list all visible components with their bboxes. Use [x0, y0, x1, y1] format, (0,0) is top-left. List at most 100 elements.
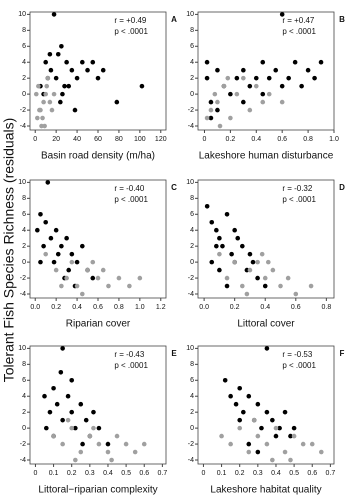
point — [66, 267, 72, 273]
x-tick-label: 0.4 — [251, 136, 261, 143]
y-axis-label: Tolerant Fish Species Richness (residual… — [1, 118, 17, 383]
y-tick-label: 2 — [190, 75, 194, 82]
point — [279, 99, 285, 105]
y-tick-label: 8 — [22, 361, 26, 368]
point — [47, 409, 53, 415]
point — [299, 83, 304, 89]
x-tick-label: 0.8 — [303, 136, 313, 143]
point — [286, 75, 291, 81]
x-tick-label: 0.4 — [271, 470, 281, 477]
y-tick-label: 4 — [190, 393, 194, 400]
point — [60, 346, 65, 351]
point — [35, 115, 40, 121]
point — [246, 449, 252, 455]
panel-label: C — [171, 183, 177, 192]
y-tick-label: 4 — [190, 59, 194, 66]
y-tick-label: -4 — [20, 457, 26, 464]
x-tick-label: 0 — [33, 136, 37, 143]
point — [90, 59, 96, 65]
point — [69, 377, 75, 383]
point — [48, 67, 54, 73]
point — [266, 91, 272, 97]
x-axis-label: Lakeshore human disturbance — [199, 151, 334, 162]
point — [266, 75, 272, 81]
point — [228, 91, 233, 97]
x-tick-label: 0.8 — [114, 304, 124, 311]
point — [53, 227, 59, 233]
point — [265, 259, 271, 265]
point — [74, 283, 80, 289]
point — [59, 243, 64, 249]
point — [91, 409, 96, 415]
point — [100, 67, 106, 73]
point — [59, 283, 64, 289]
point — [308, 283, 314, 289]
point — [208, 99, 214, 105]
point — [244, 291, 250, 297]
point — [228, 115, 233, 121]
point — [247, 83, 253, 89]
point — [105, 441, 111, 447]
point — [53, 75, 59, 81]
point — [255, 259, 260, 265]
point — [64, 275, 69, 281]
y-tick-label: 0 — [190, 425, 194, 432]
y-tick-label: 0 — [22, 425, 26, 432]
annotation: p < .0001 — [282, 27, 316, 36]
y-tick-label: 8 — [22, 195, 26, 202]
y-tick-label: 4 — [22, 393, 26, 400]
point — [204, 59, 210, 65]
x-tick-label: 0.2 — [230, 304, 240, 311]
y-tick-label: 8 — [22, 27, 26, 34]
point — [69, 425, 75, 431]
point — [44, 425, 49, 431]
plot-frame — [197, 11, 335, 131]
point — [221, 83, 227, 89]
point — [72, 107, 78, 113]
x-axis-label: Lakeshore habitat quality — [210, 485, 321, 496]
point — [38, 211, 43, 217]
point — [51, 385, 56, 391]
point — [219, 433, 224, 439]
point — [87, 433, 93, 439]
x-tick-label: 0.6 — [307, 470, 317, 477]
point — [85, 67, 90, 73]
point — [232, 259, 237, 265]
point — [229, 251, 234, 257]
x-tick-label: 0.2 — [226, 136, 236, 143]
point — [217, 251, 222, 257]
annotation: r = +0.47 — [282, 16, 315, 25]
y-tick-label: -4 — [188, 291, 194, 298]
point — [51, 259, 57, 265]
x-tick-label: 0.2 — [51, 304, 61, 311]
point — [225, 75, 231, 81]
point — [282, 449, 288, 455]
x-axis-label: Littoral−riparian complexity — [38, 485, 157, 496]
point — [73, 457, 78, 463]
point — [241, 99, 246, 105]
point — [259, 251, 265, 257]
point — [40, 115, 45, 121]
point — [255, 449, 261, 455]
point — [288, 457, 293, 463]
point — [260, 99, 266, 105]
point — [241, 67, 246, 73]
point — [139, 83, 145, 89]
point — [38, 107, 43, 113]
point — [95, 75, 101, 81]
point — [41, 243, 46, 249]
plot-frame — [197, 345, 335, 465]
y-tick-label: 0 — [190, 259, 194, 266]
point — [74, 259, 80, 265]
point — [43, 91, 48, 97]
point — [293, 291, 299, 297]
y-tick-label: 6 — [190, 377, 194, 384]
point — [204, 204, 210, 209]
panel-label: E — [171, 349, 177, 358]
y-tick-label: 10 — [18, 179, 26, 186]
point — [141, 441, 147, 447]
y-tick-label: 10 — [18, 11, 26, 18]
point — [237, 425, 243, 431]
y-tick-label: 0 — [22, 259, 26, 266]
y-tick-label: 10 — [186, 11, 194, 18]
